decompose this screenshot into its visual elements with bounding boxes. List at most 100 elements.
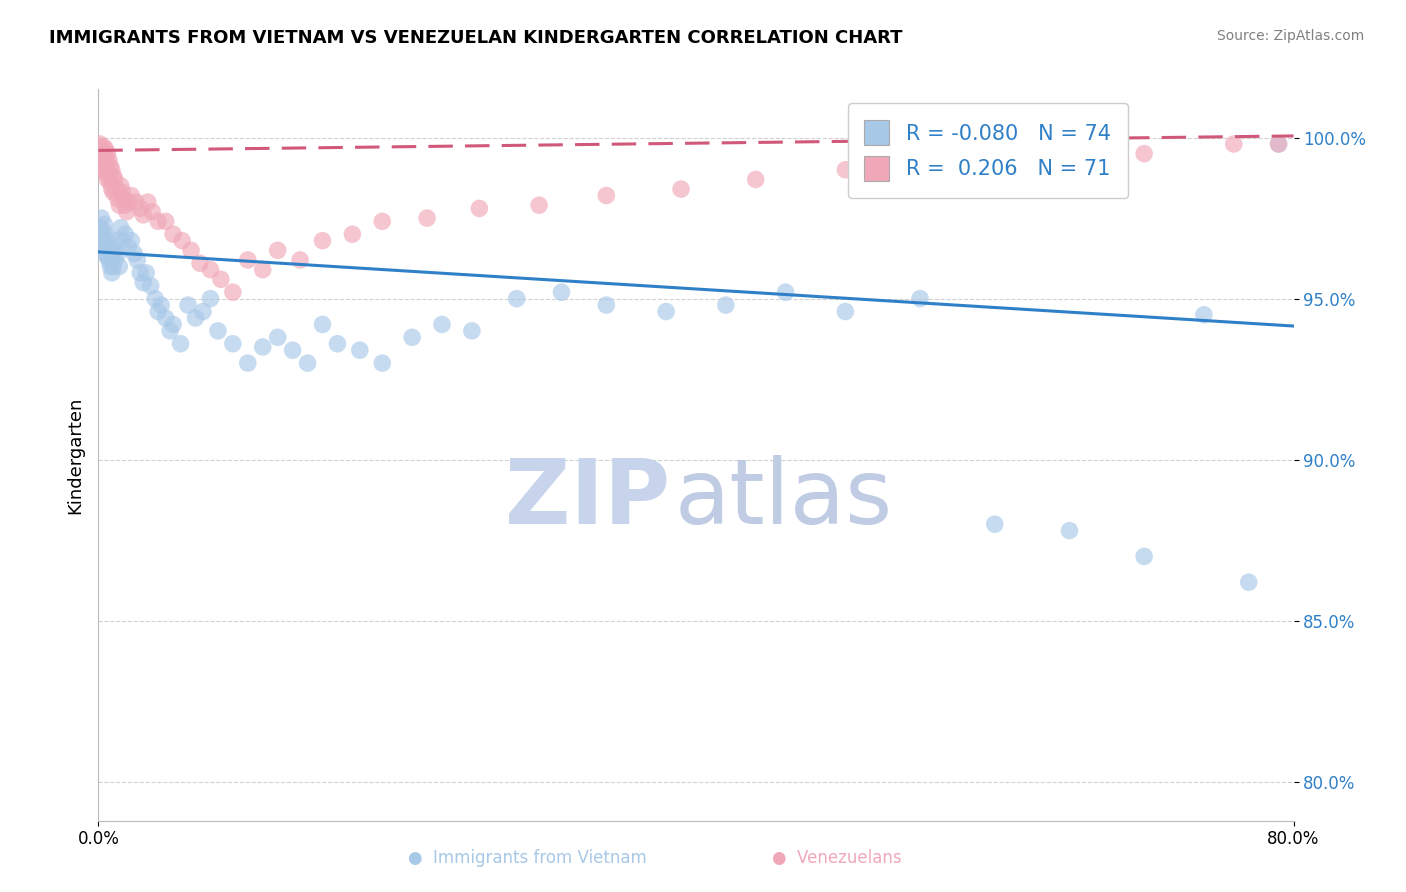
Point [236,252,259,267]
Point [93,218,115,232]
Point [97,252,120,267]
Point [1312,134,1334,148]
Point [527,198,550,212]
Point [1133,146,1156,161]
Point [96,250,118,264]
Point [143,292,166,306]
Point [105,234,128,248]
Point [112,192,135,206]
Point [114,227,136,242]
Point [267,330,290,344]
Point [94,166,117,180]
Point [162,318,184,332]
Point [184,310,207,325]
Point [101,182,124,196]
Point [114,198,136,212]
Text: ZIP: ZIP [505,455,669,543]
Point [714,298,737,312]
Point [129,266,152,280]
Point [1192,308,1215,322]
Point [89,136,111,151]
Point [89,220,111,235]
Point [98,244,122,258]
Point [1133,549,1156,564]
Point [177,298,200,312]
Point [162,227,184,242]
Point [90,211,112,225]
Point [1223,136,1246,151]
Point [150,298,173,312]
Point [1237,575,1260,590]
Point [207,324,229,338]
Point [172,234,194,248]
Point [132,208,155,222]
Point [180,244,202,258]
Point [349,343,371,358]
Point [120,234,142,248]
Point [834,162,856,177]
Point [108,198,131,212]
Point [1267,136,1289,151]
Point [430,318,453,332]
Point [103,244,125,258]
Point [461,324,484,338]
Point [108,260,131,274]
Point [191,304,214,318]
Point [155,310,177,325]
Point [104,252,127,267]
Point [655,304,678,318]
Point [200,292,222,306]
Point [91,144,114,158]
Y-axis label: Kindergarten: Kindergarten [66,396,84,514]
Point [127,252,149,267]
Text: atlas: atlas [675,455,893,543]
Point [103,186,125,200]
Point [188,256,211,270]
Point [103,169,125,184]
Point [101,162,124,177]
Point [91,240,114,254]
Point [595,298,617,312]
Point [115,204,138,219]
Point [90,160,112,174]
Point [252,340,274,354]
Point [124,246,146,260]
Point [110,220,132,235]
Point [97,240,120,254]
Point [745,172,768,186]
Point [90,230,112,244]
Point [252,262,274,277]
Point [135,266,157,280]
Point [401,330,423,344]
Point [111,234,134,248]
Point [90,140,112,154]
Point [148,214,170,228]
Point [91,224,114,238]
Point [129,202,152,216]
Point [468,202,491,216]
Point [1028,153,1050,167]
Point [342,227,364,242]
Point [96,146,118,161]
Point [98,176,122,190]
Point [267,244,290,258]
Point [1267,136,1289,151]
Point [94,144,117,158]
Point [97,169,120,184]
Point [91,153,114,167]
Point [98,260,122,274]
Point [159,324,181,338]
Point [148,304,170,318]
Point [669,182,692,196]
Point [94,227,117,242]
Point [90,150,112,164]
Point [139,278,162,293]
Point [297,356,319,370]
Point [96,160,118,174]
Point [924,160,946,174]
Point [371,356,394,370]
Point [120,188,142,202]
Point [125,194,148,209]
Point [117,240,139,254]
Point [117,194,139,209]
